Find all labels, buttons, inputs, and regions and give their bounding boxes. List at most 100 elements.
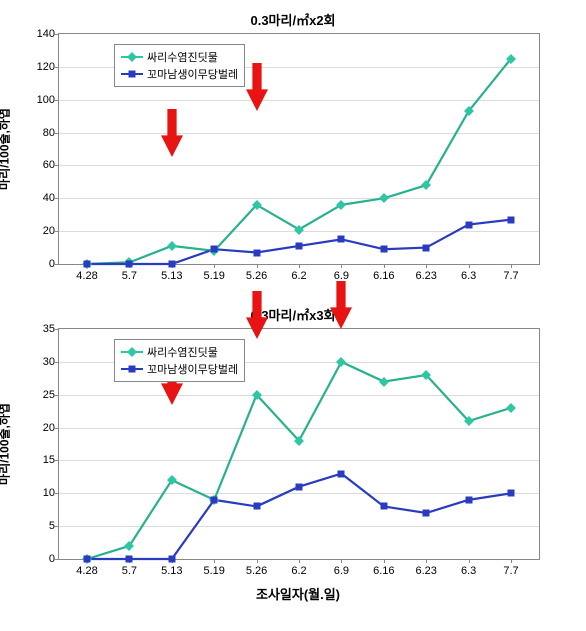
series2-marker — [126, 556, 133, 563]
red-arrow-icon — [161, 109, 183, 157]
series2-marker — [338, 236, 345, 243]
x-tick-mark — [257, 559, 258, 563]
x-axis-label: 조사일자(월.일) — [58, 584, 538, 603]
x-tick-label: 6.3 — [461, 270, 476, 282]
y-tick-label: 60 — [23, 159, 55, 171]
series2-marker — [211, 246, 218, 253]
x-tick-label: 4.28 — [76, 565, 97, 577]
series2-marker — [380, 503, 387, 510]
x-tick-label: 7.7 — [503, 270, 518, 282]
x-tick-label: 6.23 — [415, 270, 436, 282]
series2-marker — [84, 261, 91, 268]
x-tick-mark — [257, 264, 258, 268]
legend-series1-marker-icon — [127, 347, 137, 357]
x-tick-mark — [341, 559, 342, 563]
legend-series2-swatch — [121, 368, 143, 370]
x-tick-mark — [299, 264, 300, 268]
series2-marker — [380, 246, 387, 253]
legend: 싸리수염진딧물꼬마남생이무당벌레 — [114, 44, 245, 87]
series2-marker — [465, 496, 472, 503]
series2-marker — [168, 261, 175, 268]
y-tick-label: 30 — [23, 356, 55, 368]
legend-series2-label: 꼬마남생이무당벌레 — [147, 361, 238, 377]
x-tick-label: 5.26 — [246, 270, 267, 282]
x-tick-label: 7.7 — [503, 565, 518, 577]
x-tick-label: 5.26 — [246, 565, 267, 577]
x-tick-label: 6.16 — [373, 270, 394, 282]
x-tick-mark — [469, 559, 470, 563]
chart-area: 마리/100줄,하엽0204060801001201404.285.75.135… — [10, 33, 576, 265]
x-tick-mark — [511, 559, 512, 563]
series1-line — [87, 362, 511, 559]
x-tick-mark — [426, 559, 427, 563]
y-tick-label: 20 — [23, 422, 55, 434]
x-tick-mark — [299, 559, 300, 563]
series2-marker — [423, 510, 430, 517]
series2-marker — [508, 490, 515, 497]
y-tick-label: 80 — [23, 127, 55, 139]
x-tick-label: 5.19 — [203, 565, 224, 577]
legend-series1: 싸리수염진딧물 — [121, 49, 238, 65]
plot-area: 0204060801001201404.285.75.135.195.266.2… — [58, 33, 540, 265]
y-axis-label: 마리/100줄,하엽 — [0, 108, 13, 190]
chart-title: 0.3마리/㎡x2회 — [10, 10, 576, 29]
x-tick-mark — [384, 264, 385, 268]
x-tick-label: 5.7 — [122, 565, 137, 577]
x-tick-label: 6.9 — [334, 565, 349, 577]
series2-marker — [168, 556, 175, 563]
x-tick-mark — [511, 264, 512, 268]
legend-series2-marker-icon — [129, 71, 136, 78]
red-arrow-icon — [330, 281, 352, 329]
legend-series1-swatch — [121, 56, 143, 58]
x-tick-label: 6.2 — [291, 270, 306, 282]
legend-series2-label: 꼬마남생이무당벌레 — [147, 66, 238, 82]
legend-series1-label: 싸리수염진딧물 — [147, 344, 218, 360]
chart-area: 마리/100줄,하엽051015202530354.285.75.135.195… — [10, 328, 576, 560]
series2-marker — [338, 470, 345, 477]
legend-series1: 싸리수염진딧물 — [121, 344, 238, 360]
x-tick-mark — [214, 559, 215, 563]
series2-marker — [84, 556, 91, 563]
y-tick-label: 0 — [23, 553, 55, 565]
series2-marker — [296, 242, 303, 249]
legend: 싸리수염진딧물꼬마남생이무당벌레 — [114, 339, 245, 382]
y-tick-label: 20 — [23, 225, 55, 237]
series2-marker — [211, 496, 218, 503]
series2-marker — [508, 216, 515, 223]
x-tick-label: 5.19 — [203, 270, 224, 282]
x-tick-mark — [214, 264, 215, 268]
legend-series1-marker-icon — [127, 52, 137, 62]
x-tick-label: 6.3 — [461, 565, 476, 577]
y-tick-label: 15 — [23, 454, 55, 466]
y-tick-label: 120 — [23, 61, 55, 73]
legend-series2: 꼬마남생이무당벌레 — [121, 361, 238, 377]
y-tick-label: 10 — [23, 487, 55, 499]
x-tick-label: 5.13 — [161, 565, 182, 577]
x-tick-label: 6.23 — [415, 565, 436, 577]
y-axis-label: 마리/100줄,하엽 — [0, 403, 13, 485]
x-tick-mark — [426, 264, 427, 268]
y-tick-label: 40 — [23, 192, 55, 204]
series2-marker — [253, 249, 260, 256]
y-tick-mark — [55, 559, 59, 560]
legend-series2-swatch — [121, 73, 143, 75]
legend-series1-swatch — [121, 351, 143, 353]
legend-series1-label: 싸리수염진딧물 — [147, 49, 218, 65]
x-tick-label: 6.2 — [291, 565, 306, 577]
series2-marker — [126, 261, 133, 268]
x-tick-mark — [341, 264, 342, 268]
legend-series2-marker-icon — [129, 366, 136, 373]
chart-title: 0.3마리/㎡x3회 — [10, 305, 576, 324]
x-tick-label: 6.16 — [373, 565, 394, 577]
y-tick-label: 35 — [23, 323, 55, 335]
chart-block: 0.3마리/㎡x3회마리/100줄,하엽051015202530354.285.… — [10, 305, 576, 603]
y-tick-label: 140 — [23, 28, 55, 40]
series2-marker — [465, 221, 472, 228]
red-arrow-icon — [246, 291, 268, 339]
series2-marker — [253, 503, 260, 510]
legend-series2: 꼬마남생이무당벌레 — [121, 66, 238, 82]
x-tick-mark — [384, 559, 385, 563]
y-tick-mark — [55, 264, 59, 265]
x-tick-mark — [469, 264, 470, 268]
y-tick-label: 25 — [23, 389, 55, 401]
